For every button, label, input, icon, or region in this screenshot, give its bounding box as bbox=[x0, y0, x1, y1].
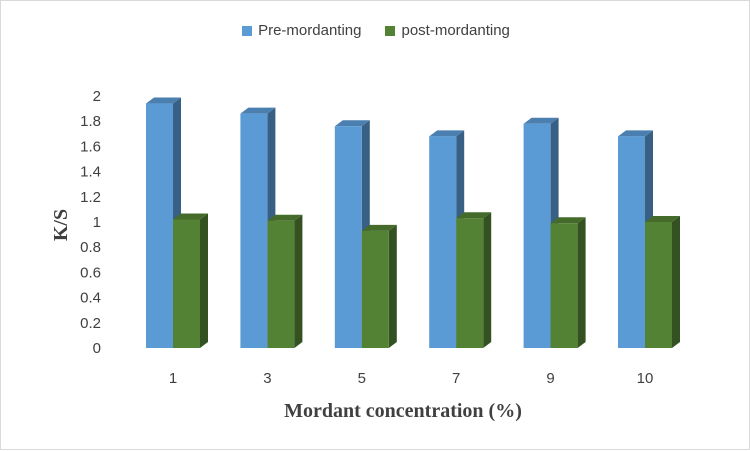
y-axis-title: K/S bbox=[50, 209, 72, 241]
bar-top bbox=[334, 120, 370, 127]
bar-side bbox=[294, 214, 303, 348]
y-axis-ticks: 0 0.2 0.4 0.6 0.8 1 1.2 1.4 1.6 1.8 2 bbox=[80, 88, 101, 357]
y-tick-label: 0.2 bbox=[80, 315, 101, 332]
bar-side bbox=[483, 212, 492, 348]
bar-top bbox=[456, 212, 492, 219]
bar-side bbox=[672, 216, 680, 348]
bar-top bbox=[361, 224, 397, 231]
x-tick-label: 10 bbox=[637, 370, 654, 387]
bar-post-mordanting-9 bbox=[550, 217, 586, 348]
legend-label-post-mordanting: post-mordanting bbox=[401, 22, 510, 39]
bar-post-mordanting-3 bbox=[267, 214, 303, 348]
x-axis-title: Mordant concentration (%) bbox=[284, 400, 522, 422]
bar-front bbox=[645, 222, 672, 348]
bar-top bbox=[523, 117, 559, 124]
legend-swatch-pre-mordanting bbox=[242, 25, 253, 36]
bar-top bbox=[173, 213, 208, 220]
y-tick-label: 0 bbox=[93, 340, 101, 357]
bar-post-mordanting-1 bbox=[173, 213, 208, 348]
y-tick-label: 0.6 bbox=[80, 264, 101, 281]
bar-front bbox=[429, 136, 457, 348]
bar-top bbox=[146, 97, 181, 104]
bar-post-mordanting-5 bbox=[361, 224, 397, 348]
bar-top bbox=[240, 107, 276, 114]
y-tick-label: 2 bbox=[93, 88, 101, 105]
bar-top bbox=[267, 214, 303, 221]
bar-side bbox=[577, 217, 586, 348]
bar-front bbox=[173, 219, 200, 348]
x-axis-ticks: 1 3 5 7 9 10 bbox=[169, 370, 654, 387]
bar-top bbox=[618, 130, 653, 137]
bar-pre-mordanting-9 bbox=[523, 117, 559, 348]
y-tick-label: 0.8 bbox=[80, 239, 101, 256]
bar-top bbox=[645, 216, 680, 222]
y-tick-label: 1.2 bbox=[80, 189, 101, 206]
y-tick-label: 1 bbox=[93, 214, 101, 231]
bar-top bbox=[550, 217, 586, 224]
bar-front bbox=[267, 220, 295, 348]
bar-front bbox=[334, 126, 362, 349]
x-tick-label: 3 bbox=[263, 370, 271, 387]
y-tick-label: 1.8 bbox=[80, 113, 101, 130]
y-tick-label: 1.4 bbox=[80, 164, 101, 181]
bar-front bbox=[550, 223, 578, 348]
y-tick-label: 1.6 bbox=[80, 138, 101, 155]
legend-item-post-mordanting: post-mordanting bbox=[385, 22, 510, 39]
y-tick-label: 0.4 bbox=[80, 290, 101, 307]
x-tick-label: 9 bbox=[546, 370, 554, 387]
x-tick-label: 5 bbox=[358, 370, 366, 387]
bar-front bbox=[240, 113, 268, 348]
bar-front bbox=[456, 218, 484, 348]
bar-post-mordanting-10 bbox=[645, 216, 680, 348]
x-tick-label: 7 bbox=[452, 370, 460, 387]
bars bbox=[146, 97, 680, 349]
bar-front bbox=[618, 136, 645, 348]
bar-post-mordanting-7 bbox=[456, 212, 492, 348]
bar-front bbox=[361, 230, 389, 348]
legend-label-pre-mordanting: Pre-mordanting bbox=[258, 22, 362, 39]
legend-item-pre-mordanting: Pre-mordanting bbox=[242, 22, 361, 39]
legend-swatch-post-mordanting bbox=[385, 25, 396, 36]
x-tick-label: 1 bbox=[169, 370, 177, 387]
bar-side bbox=[200, 213, 208, 348]
bar-side bbox=[388, 224, 397, 348]
bar-front bbox=[146, 103, 173, 348]
legend: Pre-mordanting post-mordanting bbox=[1, 22, 750, 39]
bar-top bbox=[429, 130, 465, 137]
bar-front bbox=[523, 123, 551, 348]
